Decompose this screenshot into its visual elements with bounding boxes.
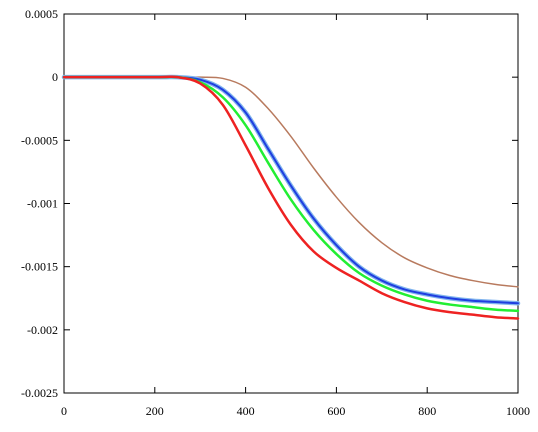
plot-area	[63, 13, 519, 394]
y-axis-ticks: 0.0005 0 -0.0005 -0.001 -0.0015 -0.002 -0.0025	[21, 7, 518, 400]
series-layer	[61, 74, 521, 320]
y-tick-label: -0.0015	[21, 260, 58, 274]
x-tick-label: 400	[237, 404, 255, 418]
x-tick-label: 1000	[506, 404, 530, 418]
y-tick-label: 0	[52, 70, 58, 84]
series-line-3	[63, 75, 519, 305]
x-tick-label: 200	[146, 404, 164, 418]
x-tick-label: 800	[418, 404, 436, 418]
y-tick-label: -0.0025	[21, 386, 58, 400]
x-tick-label: 600	[327, 404, 345, 418]
y-tick-label: -0.002	[27, 323, 58, 337]
y-tick-label: 0.0005	[25, 7, 58, 21]
series-line-5	[62, 75, 520, 320]
x-tick-label: 0	[61, 404, 67, 418]
y-tick-label: -0.0005	[21, 133, 58, 147]
x-axis-ticks: 0 200 400 600 800 1000	[61, 14, 530, 418]
y-tick-label: -0.001	[27, 197, 58, 211]
